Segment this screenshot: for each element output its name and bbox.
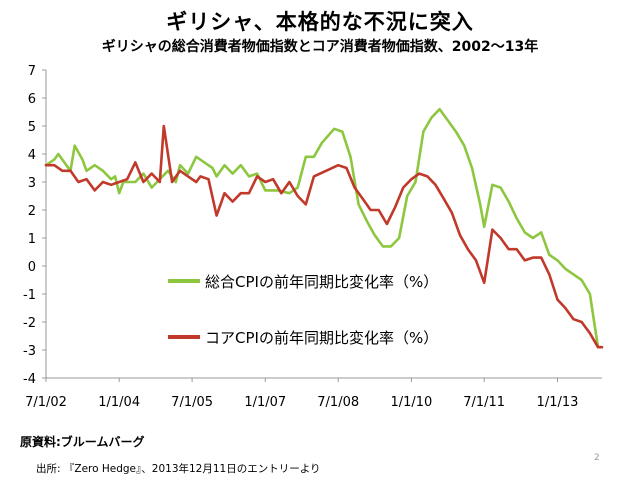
y-tick-label: -2 <box>23 316 36 331</box>
series-layer <box>44 107 604 349</box>
y-tick-label: -4 <box>23 372 36 387</box>
page-number: 2 <box>594 453 600 463</box>
x-tick-label: 7/1/08 <box>317 395 359 410</box>
y-tick-label: 5 <box>28 120 36 135</box>
x-tick-label: 1/1/10 <box>390 395 432 410</box>
y-tick-label: -3 <box>23 344 36 359</box>
y-tick-label: 6 <box>28 92 36 107</box>
x-tick-label: 1/1/04 <box>98 395 140 410</box>
grid-layer: 7 6 5 4 3 2 1 0 -1 -2 -3 -4 7/1/02 1/1/04 7/1/05 1/1/07… <box>23 64 602 410</box>
y-tick-label: 2 <box>28 204 36 219</box>
x-tick-label: 1/1/07 <box>244 395 286 410</box>
y-tick-label: 3 <box>28 176 36 191</box>
y-tick-label: 0 <box>28 260 36 275</box>
x-tick-label: 1/1/13 <box>537 395 579 410</box>
y-tick-label: -1 <box>23 288 36 303</box>
y-tick-label: 1 <box>28 232 36 247</box>
citation-note: 出所: 『Zero Hedge』、2013年12月11日のエントリーより <box>36 463 321 475</box>
x-tick-label: 7/1/05 <box>171 395 213 410</box>
y-tick-label: 4 <box>28 148 36 163</box>
x-tick-label: 7/1/02 <box>25 395 67 410</box>
chart-title: ギリシャ、本格的な不況に突入 <box>166 10 474 34</box>
series-line-headline-cpi <box>44 107 600 349</box>
series-line-core-cpi <box>44 124 604 349</box>
legend-label-headline: 総合CPIの前年同期比変化率（%） <box>205 273 438 291</box>
x-tick-label: 7/1/11 <box>463 395 505 410</box>
y-tick-label: 7 <box>28 64 36 79</box>
legend: 総合CPIの前年同期比変化率（%） コアCPIの前年同期比変化率（%） <box>168 273 438 347</box>
legend-label-core: コアCPIの前年同期比変化率（%） <box>205 329 438 347</box>
data-source-note: 原資料:ブルームバーグ <box>20 435 145 449</box>
chart-subtitle: ギリシャの総合消費者物価指数とコア消費者物価指数、2002～13年 <box>101 39 539 55</box>
